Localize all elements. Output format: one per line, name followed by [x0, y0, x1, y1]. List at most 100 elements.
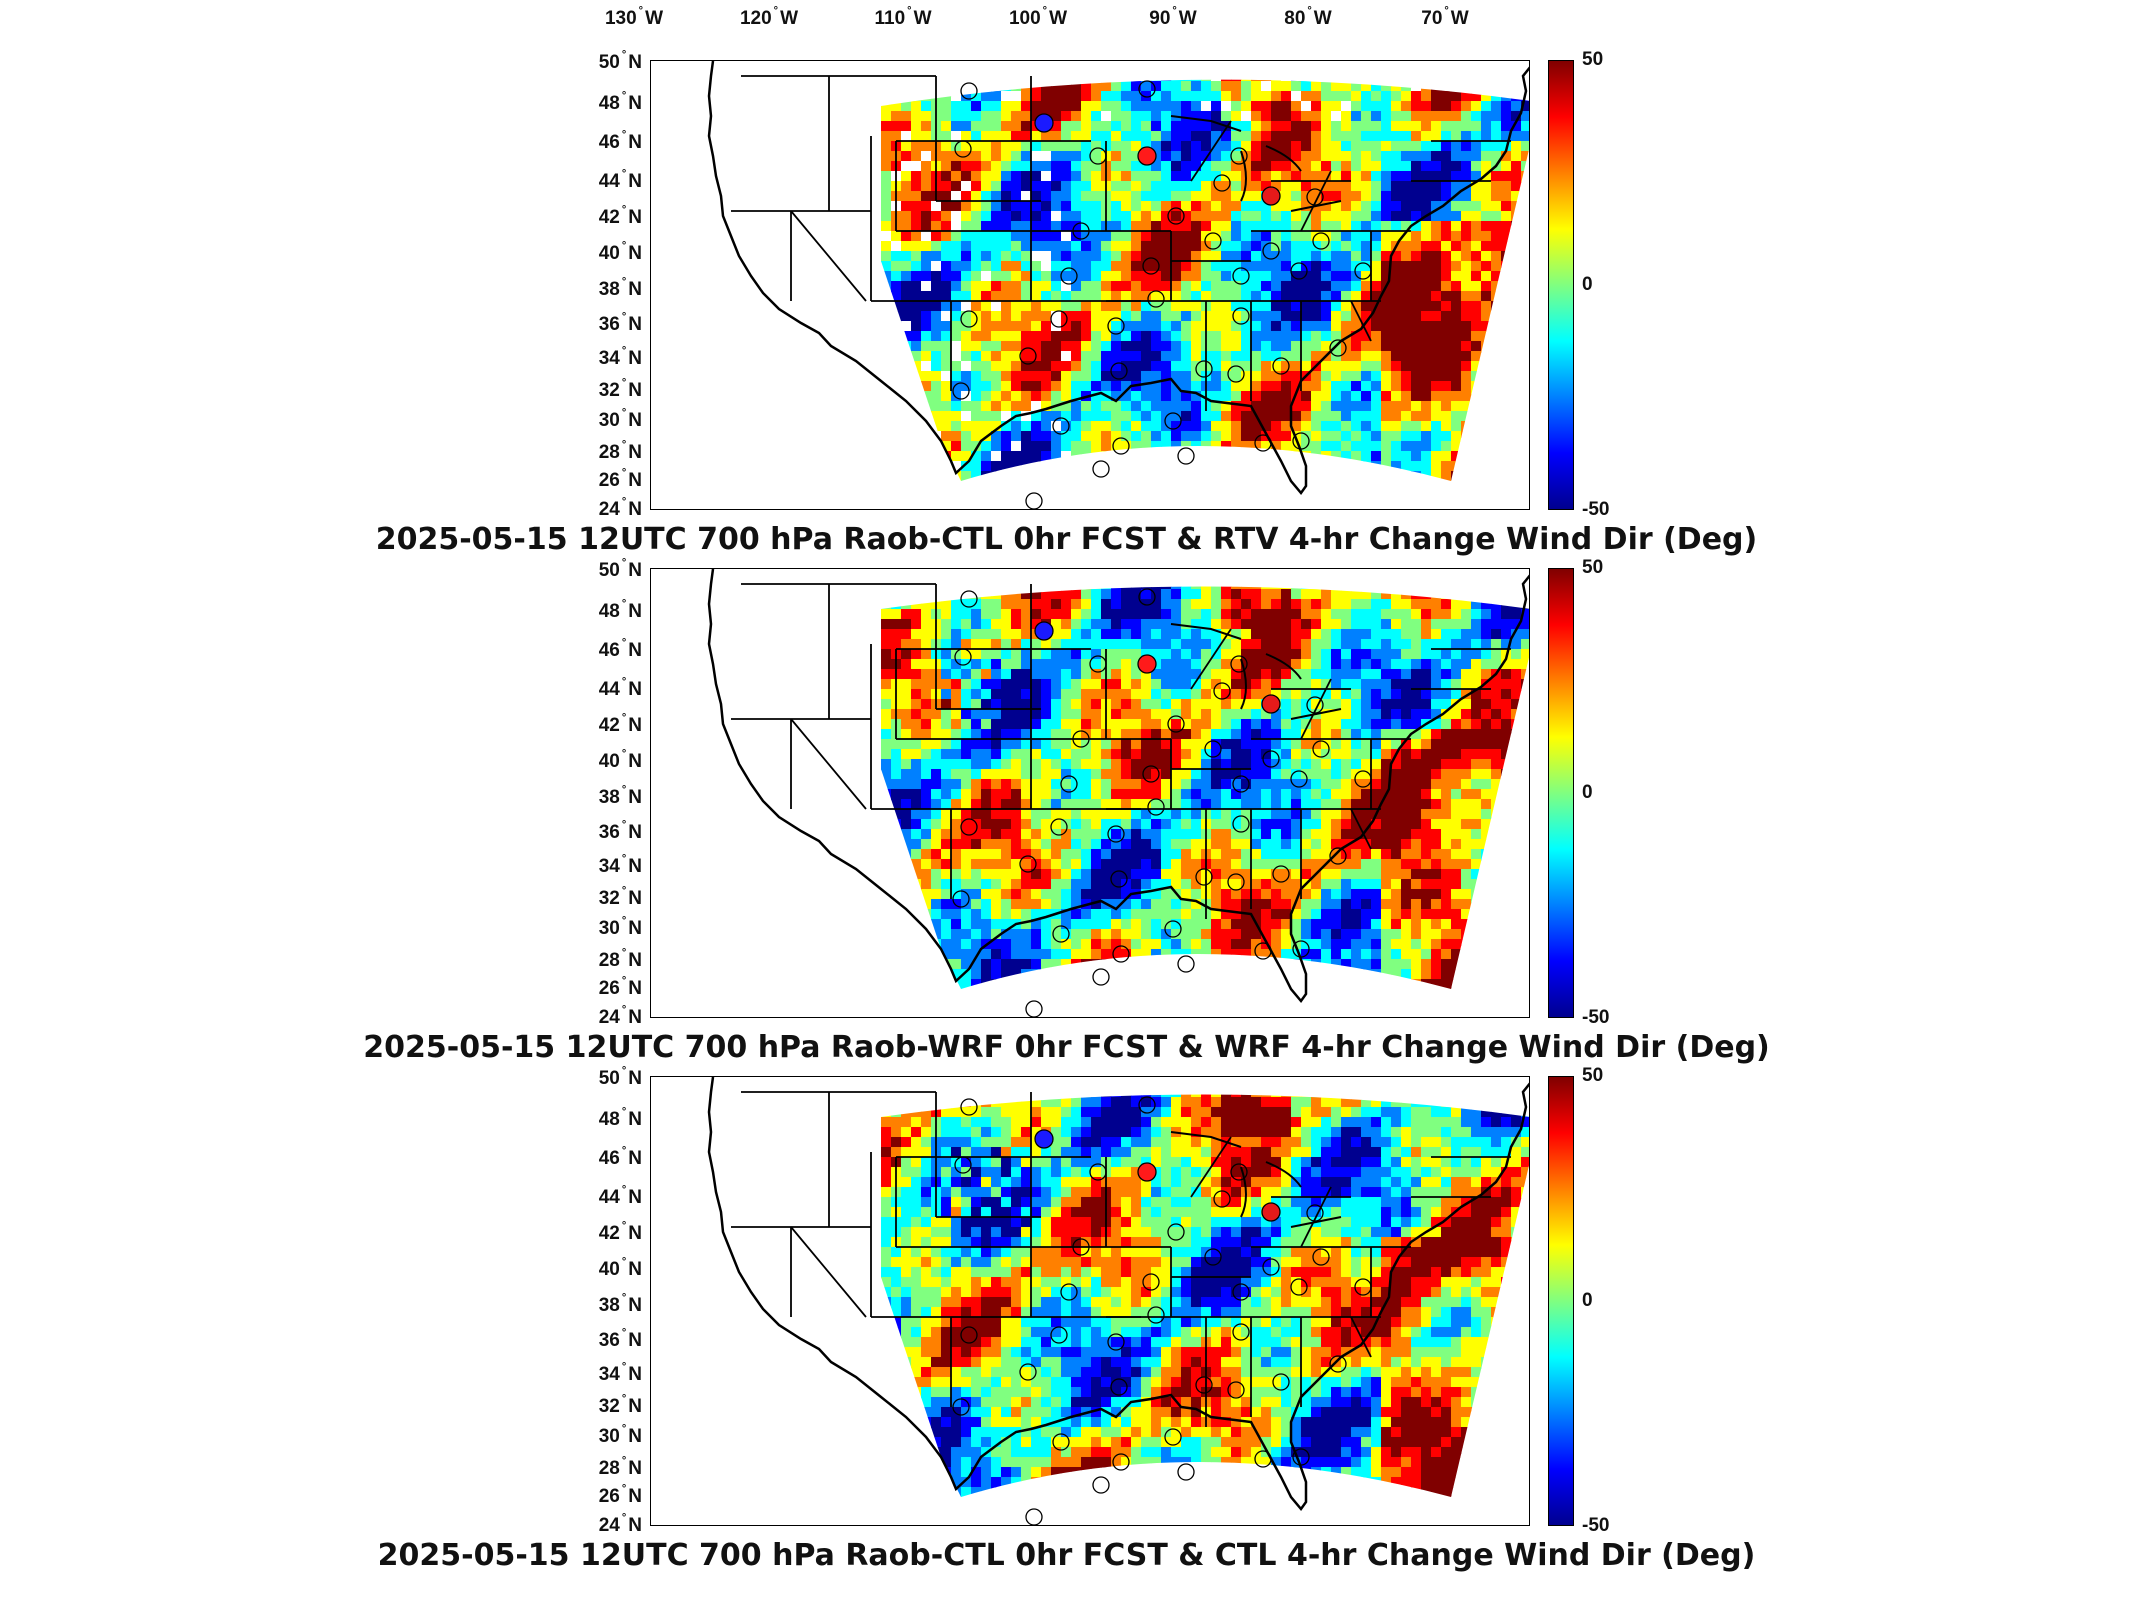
- raob-station-marker: [1177, 1463, 1195, 1481]
- raob-station-marker: [1019, 347, 1037, 365]
- raob-station-marker: [1354, 1278, 1372, 1296]
- raob-station-marker: [1112, 945, 1130, 963]
- latitude-label: 24 ° N: [598, 1512, 642, 1536]
- raob-station-filled: [1261, 694, 1281, 714]
- raob-station-marker: [1232, 815, 1250, 833]
- state-boundary: [790, 1226, 867, 1318]
- raob-station-marker: [1254, 1450, 1272, 1468]
- raob-station-marker: [960, 590, 978, 608]
- colorbar-tick-max: 50: [1582, 1065, 1604, 1086]
- state-boundary: [1350, 808, 1372, 850]
- raob-station-marker: [1072, 730, 1090, 748]
- raob-station-marker: [1060, 1283, 1078, 1301]
- longitude-label: 110 ° W: [874, 5, 932, 29]
- latitude-label: 32 ° N: [598, 377, 642, 401]
- wind-direction-field: [707, 569, 1529, 1017]
- longitude-label: 80 ° W: [1284, 5, 1332, 29]
- raob-station-marker: [1050, 310, 1068, 328]
- latitude-label: 26 ° N: [598, 1483, 642, 1507]
- raob-station-marker: [1312, 232, 1330, 250]
- latitude-label: 38 ° N: [598, 1292, 642, 1316]
- colorbar-tick-min: -50: [1582, 1515, 1610, 1536]
- latitude-label: 40 ° N: [598, 748, 642, 772]
- latitude-label: 30 ° N: [598, 407, 642, 431]
- raob-station-marker: [1112, 1453, 1130, 1471]
- colorbar-tick-mid: 0: [1582, 274, 1593, 295]
- raob-station-marker: [1290, 262, 1308, 280]
- raob-station-marker: [1354, 262, 1372, 280]
- raob-station-filled: [1261, 186, 1281, 206]
- latitude-label: 44 ° N: [598, 676, 642, 700]
- colorbar-tick-mid: 0: [1582, 1290, 1593, 1311]
- raob-station-marker: [1025, 1000, 1043, 1017]
- raob-station-marker: [1312, 740, 1330, 758]
- raob-station-marker: [954, 648, 972, 666]
- colorbar-tick-min: -50: [1582, 1007, 1610, 1028]
- raob-station-marker: [1312, 1248, 1330, 1266]
- wind-direction-field: [707, 61, 1529, 509]
- raob-station-marker: [1092, 968, 1110, 986]
- raob-station-marker: [1138, 588, 1156, 606]
- colorbar-tick-max: 50: [1582, 49, 1604, 70]
- raob-station-marker: [1050, 1326, 1068, 1344]
- raob-station-marker: [1110, 870, 1128, 888]
- raob-station-marker: [1306, 696, 1324, 714]
- colorbar-tick-mid: 0: [1582, 782, 1593, 803]
- latitude-label: 26 ° N: [598, 975, 642, 999]
- raob-station-marker: [1092, 460, 1110, 478]
- raob-station-marker: [1147, 798, 1165, 816]
- colorbar: [1548, 60, 1574, 510]
- latitude-label: 36 ° N: [598, 311, 642, 335]
- panel-title: 2025-05-15 12UTC 700 hPa Raob-CTL 0hr FC…: [377, 1538, 1756, 1573]
- latitude-label: 50 ° N: [598, 557, 642, 581]
- raob-station-marker: [1138, 80, 1156, 98]
- raob-station-marker: [1107, 825, 1125, 843]
- raob-station-marker: [1272, 1373, 1290, 1391]
- raob-station-marker: [1232, 775, 1250, 793]
- latitude-label: 34 ° N: [598, 345, 642, 369]
- great-lakes: [1170, 1131, 1342, 1228]
- raob-station-marker: [1107, 317, 1125, 335]
- latitude-label: 36 ° N: [598, 1327, 642, 1351]
- raob-station-marker: [1025, 492, 1043, 509]
- colorbar-tick-max: 50: [1582, 557, 1604, 578]
- raob-station-marker: [1060, 267, 1078, 285]
- raob-station-marker: [952, 890, 970, 908]
- raob-station-marker: [1138, 1096, 1156, 1114]
- raob-station-filled: [1034, 113, 1054, 133]
- raob-station-marker: [1290, 770, 1308, 788]
- raob-station-marker: [1292, 940, 1310, 958]
- raob-station-marker: [1272, 865, 1290, 883]
- raob-station-marker: [1354, 770, 1372, 788]
- raob-station-marker: [1227, 873, 1245, 891]
- raob-station-marker: [1072, 1238, 1090, 1256]
- map-panel: 50 ° N 48 ° N 46 ° N 44 ° N 42 ° N 40 ° N 38 ° N 36 ° N 34 ° N 32 ° N…: [0, 1065, 2133, 1586]
- color-field: [881, 79, 1529, 482]
- raob-station-marker: [1052, 925, 1070, 943]
- raob-station-marker: [1329, 1355, 1347, 1373]
- latitude-label: 44 ° N: [598, 1184, 642, 1208]
- raob-station-marker: [1167, 207, 1185, 225]
- colorbar-tick-min: -50: [1582, 499, 1610, 520]
- state-boundary: [1190, 1136, 1232, 1198]
- raob-station-marker: [1262, 1258, 1280, 1276]
- map-plot-area: [650, 60, 1530, 510]
- raob-station-marker: [960, 82, 978, 100]
- raob-station-marker: [1177, 955, 1195, 973]
- raob-station-marker: [1147, 290, 1165, 308]
- raob-station-marker: [1147, 1306, 1165, 1324]
- raob-station-marker: [960, 310, 978, 328]
- latitude-label: 28 ° N: [598, 439, 642, 463]
- raob-station-filled: [1034, 621, 1054, 641]
- latitude-label: 24 ° N: [598, 496, 642, 520]
- raob-station-marker: [954, 1156, 972, 1174]
- map-panel: 50 ° N 48 ° N 46 ° N 44 ° N 42 ° N 40 ° N 38 ° N 36 ° N 34 ° N 32 ° N…: [0, 49, 2133, 570]
- raob-station-marker: [952, 1398, 970, 1416]
- latitude-label: 48 ° N: [598, 598, 642, 622]
- raob-station-marker: [1167, 1223, 1185, 1241]
- latitude-label: 48 ° N: [598, 1106, 642, 1130]
- latitude-label: 28 ° N: [598, 1455, 642, 1479]
- longitude-label: 130 ° W: [604, 5, 664, 29]
- latitude-label: 42 ° N: [598, 1220, 642, 1244]
- raob-station-filled: [1137, 654, 1157, 674]
